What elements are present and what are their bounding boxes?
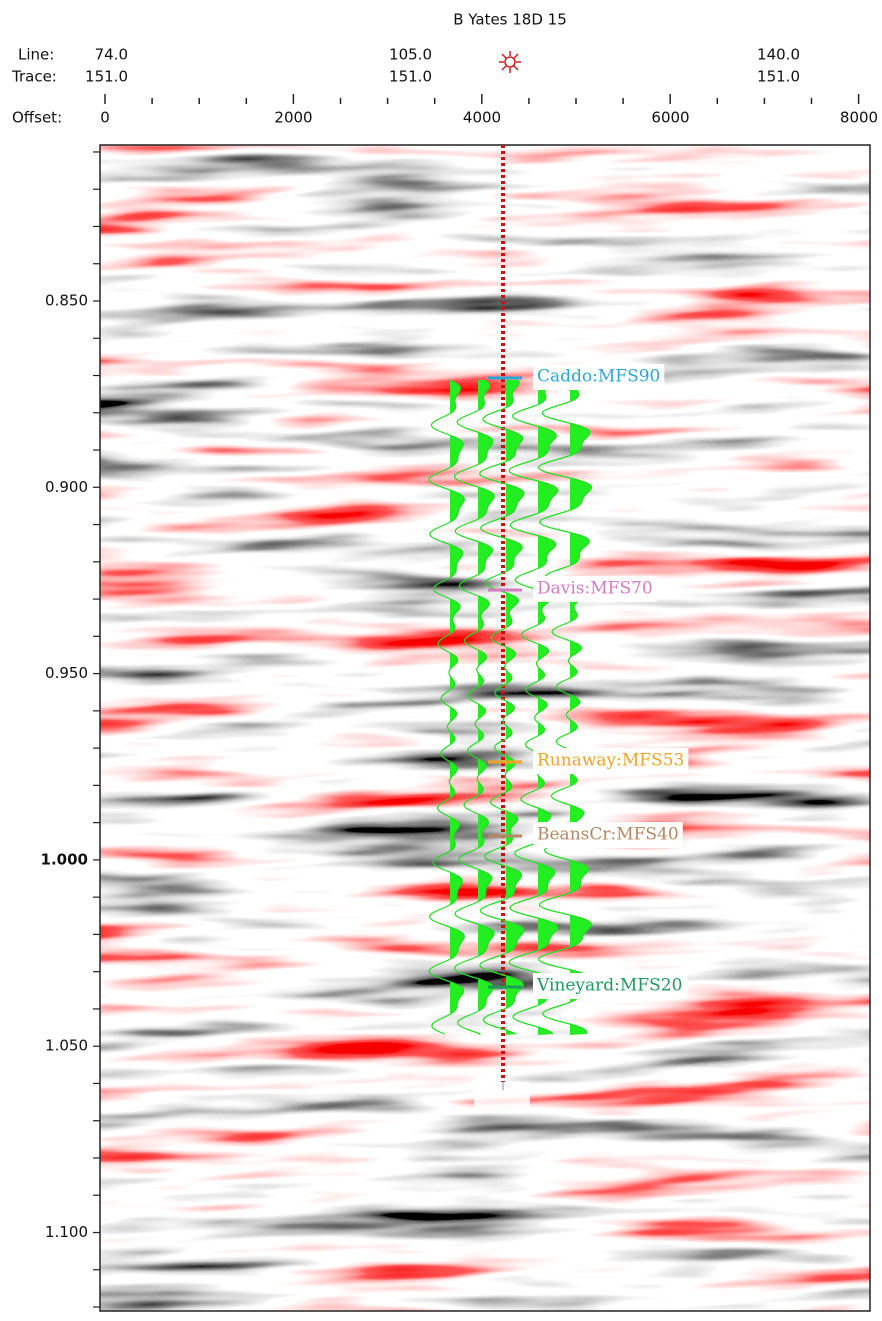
well-title: B Yates 18D 15: [453, 11, 567, 29]
horizon-label-bg: [533, 364, 665, 390]
trace-wiggle: [537, 379, 593, 1035]
synthetic-traces: [428, 379, 593, 1035]
time-tick-label: 1.050: [45, 1037, 88, 1055]
seismic-section: [100, 145, 870, 1311]
line-value: 74.0: [95, 46, 128, 64]
horizon-label: BeansCr:MFS40: [537, 825, 679, 845]
trace-label: Trace:: [11, 68, 57, 86]
seismic-amplitude: [100, 145, 870, 1311]
time-tick-label: 1.100: [45, 1223, 88, 1241]
trace-wiggle: [428, 379, 465, 1035]
horizon-label-bg: [533, 973, 688, 999]
line-value: 105.0: [389, 46, 432, 64]
well-symbol: [499, 51, 521, 73]
time-tick-label: 0.900: [45, 478, 88, 496]
horizon-label: Caddo:MFS90: [537, 367, 660, 387]
offset-tick-label: 2000: [274, 109, 312, 127]
horizon-label-bg: [533, 822, 683, 848]
horizon-label-bg: [533, 576, 657, 602]
line-label: Line:: [18, 46, 54, 64]
horizon-label: Runaway:MFS53: [537, 751, 684, 771]
horizon-label: Vineyard:MFS20: [536, 976, 682, 996]
well-end-label: [474, 1082, 530, 1108]
offset-tick-label: 4000: [463, 109, 501, 127]
offset-tick-label: 6000: [651, 109, 689, 127]
plot-frame: [99, 144, 871, 1312]
trace-wiggle: [508, 379, 559, 1035]
trace-wiggle: [453, 379, 495, 1035]
trace-value: 151.0: [85, 68, 128, 86]
trace-wiggle: [479, 379, 525, 1035]
trace-fill: [538, 380, 558, 1035]
time-tick-label: 0.950: [45, 664, 88, 682]
trace-value: 151.0: [389, 68, 432, 86]
trace-fill: [570, 380, 592, 1035]
horizon-label-bg: [533, 748, 689, 774]
time-tick-label: 0.850: [45, 292, 88, 310]
offset-tick-label: 0: [100, 109, 110, 127]
time-tick-label: 1.000: [41, 850, 88, 868]
offset-label: Offset:: [12, 109, 62, 127]
horizon-label: Davis:MFS70: [537, 579, 653, 599]
trace-value: 151.0: [757, 68, 800, 86]
line-value: 140.0: [757, 46, 800, 64]
offset-tick-label: 8000: [840, 109, 878, 127]
